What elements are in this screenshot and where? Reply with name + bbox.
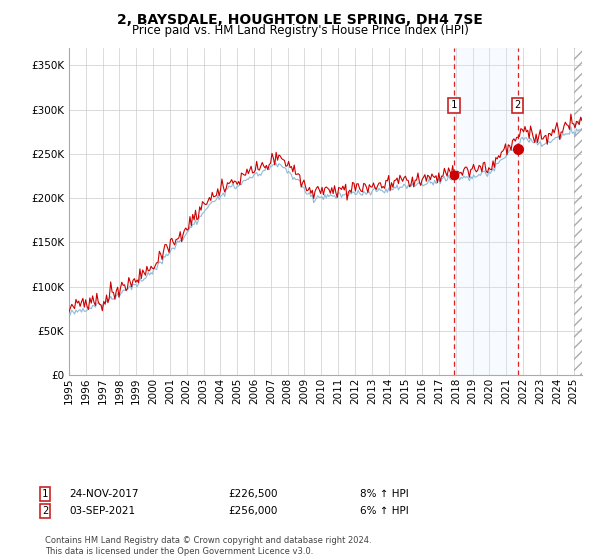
Text: Contains HM Land Registry data © Crown copyright and database right 2024.
This d: Contains HM Land Registry data © Crown c… xyxy=(45,536,371,556)
Text: 2, BAYSDALE, HOUGHTON LE SPRING, DH4 7SE: 2, BAYSDALE, HOUGHTON LE SPRING, DH4 7SE xyxy=(117,13,483,27)
Text: 1: 1 xyxy=(451,100,457,110)
Text: 2: 2 xyxy=(42,506,48,516)
Text: 2: 2 xyxy=(514,100,521,110)
Text: Price paid vs. HM Land Registry's House Price Index (HPI): Price paid vs. HM Land Registry's House … xyxy=(131,24,469,37)
Text: 6% ↑ HPI: 6% ↑ HPI xyxy=(360,506,409,516)
Bar xyxy=(454,48,518,375)
Text: 1: 1 xyxy=(42,489,48,499)
Text: 8% ↑ HPI: 8% ↑ HPI xyxy=(360,489,409,499)
Bar xyxy=(574,48,582,375)
Text: £256,000: £256,000 xyxy=(228,506,277,516)
Text: £226,500: £226,500 xyxy=(228,489,277,499)
Text: 03-SEP-2021: 03-SEP-2021 xyxy=(69,506,135,516)
Text: 24-NOV-2017: 24-NOV-2017 xyxy=(69,489,139,499)
